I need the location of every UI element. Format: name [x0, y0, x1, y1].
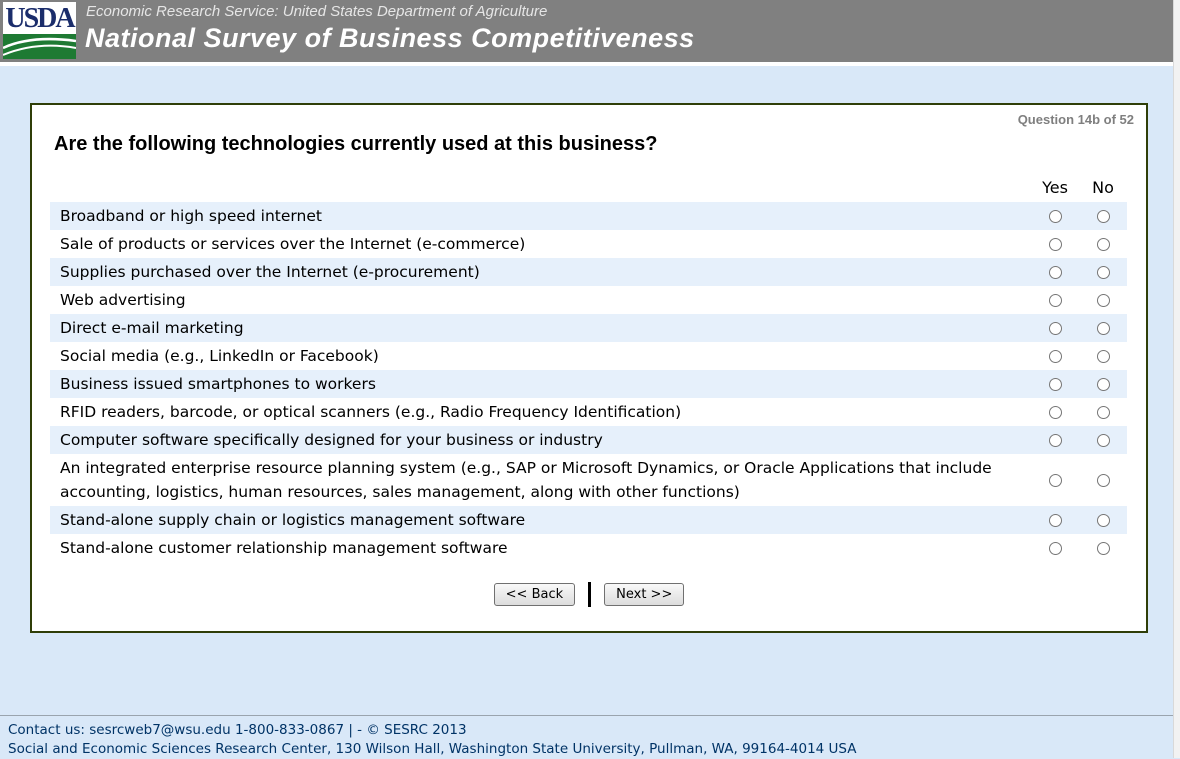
tech-row: Web advertising [50, 286, 1127, 314]
usda-logo-text: USDA [5, 3, 75, 34]
tech-row-label: Broadband or high speed internet [60, 207, 322, 225]
vertical-scrollbar[interactable] [1173, 0, 1180, 758]
question-title: Are the following technologies currently… [54, 133, 658, 155]
tech-row: RFID readers, barcode, or optical scanne… [50, 398, 1127, 426]
tech-row-label: Web advertising [60, 291, 186, 309]
no-radio-cell [1079, 405, 1127, 419]
yes-radio[interactable] [1048, 209, 1062, 223]
question-counter: Question 14b of 52 [1017, 112, 1134, 127]
tech-row-label: Computer software specifically designed … [60, 431, 603, 449]
tech-row: Social media (e.g., LinkedIn or Facebook… [50, 342, 1127, 370]
tech-row-label: Stand-alone customer relationship manage… [60, 539, 508, 557]
tech-row: Business issued smartphones to workers [50, 370, 1127, 398]
yes-radio[interactable] [1048, 293, 1062, 307]
yes-radio-cell [1031, 237, 1079, 251]
yes-radio[interactable] [1048, 265, 1062, 279]
tech-row-label: Business issued smartphones to workers [60, 375, 376, 393]
no-radio-cell [1079, 377, 1127, 391]
yes-column-header: Yes [1042, 178, 1068, 197]
grid-header: Yes No [50, 178, 1127, 197]
no-radio[interactable] [1096, 265, 1110, 279]
yes-radio-cell [1031, 293, 1079, 307]
tech-row-label: Sale of products or services over the In… [60, 235, 526, 253]
tech-rows: Broadband or high speed internet Sale of… [50, 202, 1127, 562]
no-radio[interactable] [1096, 541, 1110, 555]
yes-radio-cell [1031, 433, 1079, 447]
no-radio-cell [1079, 541, 1127, 555]
page-header: USDA Economic Research Service: United S… [0, 0, 1173, 62]
tech-row: Direct e-mail marketing [50, 314, 1127, 342]
tech-row-label: Supplies purchased over the Internet (e-… [60, 263, 480, 281]
tech-row-label: RFID readers, barcode, or optical scanne… [60, 403, 682, 421]
no-radio-cell [1079, 293, 1127, 307]
usda-logo-field-icon [3, 34, 76, 59]
yes-radio[interactable] [1048, 541, 1062, 555]
yes-radio[interactable] [1048, 513, 1062, 527]
no-radio-cell [1079, 473, 1127, 487]
usda-logo: USDA [3, 2, 76, 59]
no-radio[interactable] [1096, 209, 1110, 223]
yes-radio-cell [1031, 541, 1079, 555]
no-radio-cell [1079, 237, 1127, 251]
tech-row-label: Direct e-mail marketing [60, 319, 244, 337]
tech-row-label: Stand-alone supply chain or logistics ma… [60, 511, 526, 529]
next-button[interactable]: Next >> [604, 583, 685, 606]
survey-title: National Survey of Business Competitiven… [85, 23, 695, 53]
no-radio-cell [1079, 513, 1127, 527]
yes-radio[interactable] [1048, 473, 1062, 487]
yes-radio-cell [1031, 405, 1079, 419]
tech-row: Stand-alone supply chain or logistics ma… [50, 506, 1127, 534]
footer-contact-line: Contact us: sesrcweb7@wsu.edu 1-800-833-… [8, 722, 467, 738]
yes-radio-cell [1031, 265, 1079, 279]
no-radio[interactable] [1096, 293, 1110, 307]
yes-radio-cell [1031, 349, 1079, 363]
no-radio[interactable] [1096, 513, 1110, 527]
no-radio-cell [1079, 209, 1127, 223]
no-radio[interactable] [1096, 377, 1110, 391]
tech-row: Broadband or high speed internet [50, 202, 1127, 230]
yes-radio[interactable] [1048, 405, 1062, 419]
button-separator [588, 582, 592, 607]
tech-row: An integrated enterprise resource planni… [50, 454, 1127, 506]
technology-grid: Yes No Broadband or high speed internet … [50, 178, 1127, 562]
yes-radio[interactable] [1048, 321, 1062, 335]
tech-row-label: Social media (e.g., LinkedIn or Facebook… [60, 347, 379, 365]
tech-row: Stand-alone customer relationship manage… [50, 534, 1127, 562]
no-radio-cell [1079, 349, 1127, 363]
tech-row: Sale of products or services over the In… [50, 230, 1127, 258]
no-column-header: No [1092, 178, 1114, 197]
footer-address-line: Social and Economic Sciences Research Ce… [8, 741, 857, 757]
header-divider [0, 62, 1173, 66]
no-radio[interactable] [1096, 321, 1110, 335]
yes-radio[interactable] [1048, 377, 1062, 391]
no-radio[interactable] [1096, 473, 1110, 487]
yes-radio-cell [1031, 513, 1079, 527]
no-radio-cell [1079, 321, 1127, 335]
question-panel: Question 14b of 52 Are the following tec… [30, 103, 1148, 633]
yes-radio-cell [1031, 473, 1079, 487]
yes-radio-cell [1031, 209, 1079, 223]
nav-buttons: << Back Next >> [32, 582, 1146, 607]
yes-radio[interactable] [1048, 237, 1062, 251]
no-radio[interactable] [1096, 433, 1110, 447]
tech-row: Computer software specifically designed … [50, 426, 1127, 454]
no-radio[interactable] [1096, 237, 1110, 251]
no-radio[interactable] [1096, 349, 1110, 363]
page-footer: Contact us: sesrcweb7@wsu.edu 1-800-833-… [0, 715, 1173, 758]
no-radio[interactable] [1096, 405, 1110, 419]
agency-line: Economic Research Service: United States… [86, 3, 548, 20]
tech-row: Supplies purchased over the Internet (e-… [50, 258, 1127, 286]
yes-radio-cell [1031, 377, 1079, 391]
yes-radio[interactable] [1048, 433, 1062, 447]
back-button[interactable]: << Back [493, 583, 576, 606]
no-radio-cell [1079, 433, 1127, 447]
yes-radio-cell [1031, 321, 1079, 335]
yes-radio[interactable] [1048, 349, 1062, 363]
no-radio-cell [1079, 265, 1127, 279]
tech-row-label: An integrated enterprise resource planni… [60, 459, 992, 501]
